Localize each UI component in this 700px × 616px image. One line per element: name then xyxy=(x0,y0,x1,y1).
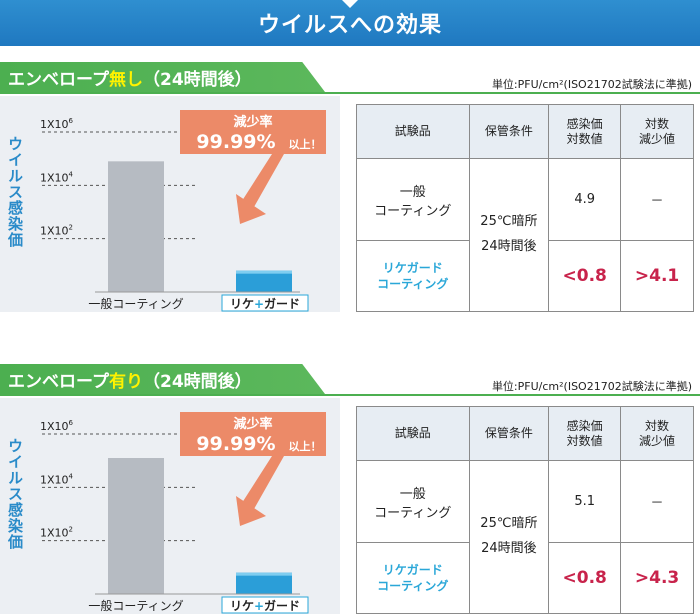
y-tick-exponent: 6 xyxy=(69,117,74,125)
title-suffix: （24時間後） xyxy=(142,371,252,392)
results-table: 試験品 保管条件 感染価 対数値 対数 減少値 一般 コーティング 25℃暗所 24時間後 5.1 －… xyxy=(356,406,694,614)
callout-heading: 減少率 xyxy=(233,416,272,432)
y-tick-label: 1X102 xyxy=(40,224,73,238)
y-tick-label: 1X104 xyxy=(40,472,74,486)
log-reduction-cell: － xyxy=(620,157,694,242)
section-rule xyxy=(0,394,700,396)
table-header-row: 試験品 保管条件 感染価 対数値 対数 減少値 xyxy=(356,406,694,461)
table-row: 一般 コーティング 25℃暗所 24時間後 4.9 － xyxy=(356,157,694,312)
banner-notch xyxy=(342,0,358,8)
table-header-cell: 対数 減少値 xyxy=(620,104,694,159)
unit-note: 単位:PFU/cm²(ISO21702試験法に準拠) xyxy=(491,380,692,393)
table-row: リケガード コーティング <0.8 >4.3 xyxy=(356,542,694,614)
y-tick-exponent: 4 xyxy=(69,170,74,178)
log-value-cell: 4.9 xyxy=(548,157,622,242)
y-tick-label: 1X106 xyxy=(40,419,74,433)
table-header-row: 試験品 保管条件 感染価 対数値 対数 減少値 xyxy=(356,104,694,159)
y-tick-exponent: 4 xyxy=(69,472,74,480)
chart-panel: ウイルス感染価 1X106 1X104 1X102 一般コーティング リケ+ガード 減少率 9… xyxy=(0,96,340,312)
brand-label-box xyxy=(221,596,309,614)
storage-condition-cell: 25℃暗所 24時間後 xyxy=(468,158,550,312)
callout-arrowhead xyxy=(236,496,266,526)
log-value-cell: <0.8 xyxy=(548,542,622,614)
category-label-general: 一般コーティング xyxy=(88,598,183,613)
section-no-envelope: エンベロープ無し（24時間後） 単位:PFU/cm²(ISO21702試験法に準拠… xyxy=(0,62,700,312)
sample-name-cell: 一般 コーティング xyxy=(356,459,470,544)
log-reduction-cell: >4.3 xyxy=(620,542,694,614)
callout-suffix: 以上！ xyxy=(289,439,322,453)
y-axis-label: ウイルス感染価 xyxy=(6,136,24,248)
section-rule xyxy=(0,92,700,94)
table-row: リケガード コーティング <0.8 >4.1 xyxy=(356,240,694,312)
callout-percent: 99.99% xyxy=(196,131,275,153)
y-tick-label: 1X106 xyxy=(40,117,74,131)
callout-arrow xyxy=(180,110,326,214)
category-label-brand: リケ+ガード xyxy=(230,598,300,613)
section-title: エンベロープ無し（24時間後） xyxy=(8,65,252,90)
title-banner: ウイルスへの効果 xyxy=(0,0,700,46)
unit-note: 単位:PFU/cm²(ISO21702試験法に準拠) xyxy=(491,78,692,91)
table-header-cell: 感染価 対数値 xyxy=(548,104,622,159)
chart-panel: ウイルス感染価 1X106 1X104 1X102 一般コーティング リケ+ガード 減少率 9… xyxy=(0,398,340,614)
title-suffix: （24時間後） xyxy=(142,69,252,90)
callout-arrowhead xyxy=(236,194,266,224)
bar-1 xyxy=(236,270,292,292)
category-label-brand: リケ+ガード xyxy=(230,296,300,311)
bar-0 xyxy=(108,458,164,594)
section-with-envelope: エンベロープ有り（24時間後） 単位:PFU/cm²(ISO21702試験法に準拠… xyxy=(0,364,700,614)
callout-suffix: 以上！ xyxy=(289,137,322,151)
y-tick-label: 1X102 xyxy=(40,526,73,540)
log-reduction-cell: >4.1 xyxy=(620,240,694,312)
bar-0 xyxy=(108,161,164,292)
section-header: エンベロープ無し（24時間後） xyxy=(0,62,325,92)
bar-highlight xyxy=(236,572,292,576)
sample-name-cell: 一般 コーティング xyxy=(356,157,470,242)
table-header-cell: 試験品 xyxy=(356,406,470,461)
table-header-cell: 感染価 対数値 xyxy=(548,406,622,461)
title-highlight: 無し xyxy=(108,69,143,90)
bar-highlight xyxy=(236,270,292,274)
brand-label-box xyxy=(221,294,309,312)
storage-condition-cell: 25℃暗所 24時間後 xyxy=(468,460,550,614)
callout-percent: 99.99% xyxy=(196,433,275,455)
table-header-cell: 保管条件 xyxy=(468,406,550,461)
title-prefix: エンベロープ xyxy=(8,69,109,90)
y-tick-exponent: 2 xyxy=(69,224,73,232)
table-header-cell: 試験品 xyxy=(356,104,470,159)
sample-name-cell: リケガード コーティング xyxy=(356,240,470,312)
table-header-cell: 対数 減少値 xyxy=(620,406,694,461)
category-label-general: 一般コーティング xyxy=(88,296,183,311)
log-reduction-cell: － xyxy=(620,459,694,544)
title-highlight: 有り xyxy=(108,371,143,392)
callout-arrow xyxy=(180,412,326,516)
results-table: 試験品 保管条件 感染価 対数値 対数 減少値 一般 コーティング 25℃暗所 24時間後 4.9 －… xyxy=(356,104,694,312)
y-tick-exponent: 2 xyxy=(69,526,73,534)
table-row: 一般 コーティング 25℃暗所 24時間後 5.1 － xyxy=(356,459,694,614)
log-value-cell: <0.8 xyxy=(548,240,622,312)
callout-heading: 減少率 xyxy=(233,114,272,130)
sample-name-cell: リケガード コーティング xyxy=(356,542,470,614)
y-axis-label: ウイルス感染価 xyxy=(6,438,24,550)
y-tick-exponent: 6 xyxy=(69,419,74,427)
bar-1 xyxy=(236,572,292,594)
section-header: エンベロープ有り（24時間後） xyxy=(0,364,325,394)
log-value-cell: 5.1 xyxy=(548,459,622,544)
title-prefix: エンベロープ xyxy=(8,371,109,392)
section-title: エンベロープ有り（24時間後） xyxy=(8,367,252,392)
table-header-cell: 保管条件 xyxy=(468,104,550,159)
page-title: ウイルスへの効果 xyxy=(257,13,442,38)
y-tick-label: 1X104 xyxy=(40,170,74,184)
